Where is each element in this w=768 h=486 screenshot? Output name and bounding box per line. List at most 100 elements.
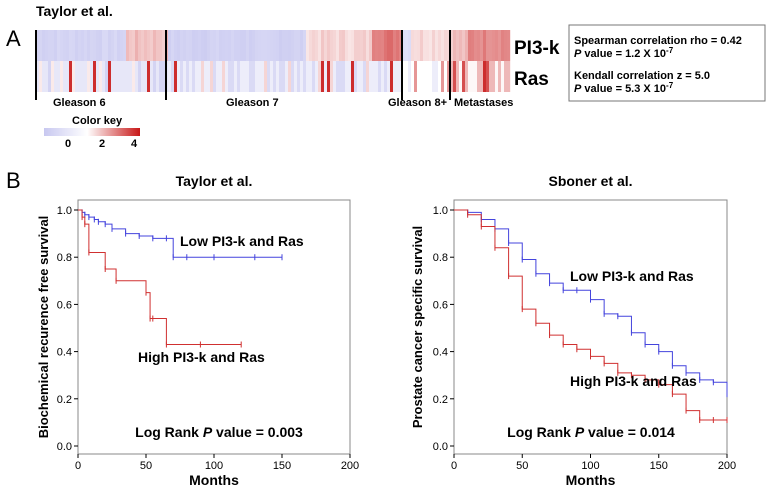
- heatmap-cell: [291, 61, 295, 92]
- heatmap-cell: [240, 61, 244, 92]
- heatmap-cell: [372, 61, 376, 92]
- heatmap-cell: [177, 30, 181, 61]
- heatmap-cell: [60, 30, 64, 61]
- heatmap-cell: [132, 61, 136, 92]
- heatmap-cell: [150, 61, 154, 92]
- heatmap-cell: [432, 61, 436, 92]
- heatmap-cell: [174, 30, 178, 61]
- heatmap-cell: [429, 30, 433, 61]
- heatmap-cell: [351, 30, 355, 61]
- heatmap-cell: [153, 61, 157, 92]
- heatmap-cell: [156, 30, 160, 61]
- heatmap-cell: [111, 30, 115, 61]
- heatmap-cell: [39, 30, 43, 61]
- heatmap-cell: [321, 30, 325, 61]
- heatmap-cell: [477, 30, 481, 61]
- heatmap-cell: [303, 30, 307, 61]
- heatmap-cell: [126, 30, 130, 61]
- spearman-p-value: P value = 1.2 X 10-7: [574, 46, 674, 60]
- heatmap-cell: [273, 30, 277, 61]
- heatmap-cell: [279, 61, 283, 92]
- heatmap-cell: [465, 30, 469, 61]
- heatmap-cell: [159, 61, 163, 92]
- heatmap-cell: [36, 61, 40, 92]
- color-key-tick-2: 2: [99, 138, 105, 150]
- heatmap-cell: [75, 61, 79, 92]
- heatmap-cell: [309, 61, 313, 92]
- heatmap-cell: [141, 61, 145, 92]
- heatmap-cell: [288, 61, 292, 92]
- heatmap-cell: [261, 30, 265, 61]
- heatmap-cell: [474, 30, 478, 61]
- heatmap-cell: [339, 30, 343, 61]
- heatmap-cell: [189, 61, 193, 92]
- heatmap-cell: [117, 30, 121, 61]
- heatmap-cell: [330, 30, 334, 61]
- heatmap-cell: [63, 30, 67, 61]
- x-tick-label: 150: [273, 460, 291, 472]
- heatmap-cell: [150, 30, 154, 61]
- kendall-label: Kendall correlation z = 5.0: [574, 70, 710, 82]
- heatmap-cell: [483, 61, 487, 92]
- heatmap-cell: [237, 30, 241, 61]
- heatmap-cell: [123, 30, 127, 61]
- heatmap-cell: [99, 61, 103, 92]
- heatmap-cell: [105, 30, 109, 61]
- heatmap-cell: [294, 61, 298, 92]
- heatmap-cell: [444, 30, 448, 61]
- color-key-title: Color key: [72, 115, 123, 127]
- heatmap-cell: [300, 61, 304, 92]
- heatmap-cell: [420, 61, 424, 92]
- heatmap-cell: [63, 61, 67, 92]
- x-tick-label: 200: [341, 460, 359, 472]
- y-tick-label: 0.4: [433, 347, 448, 359]
- heatmap-cell: [171, 30, 175, 61]
- color-key-tick-4: 4: [131, 138, 138, 150]
- heatmap-cell: [36, 30, 40, 61]
- heatmap-cell: [501, 30, 505, 61]
- heatmap-cell: [54, 30, 58, 61]
- heatmap-cell: [489, 61, 493, 92]
- heatmap-cell: [219, 30, 223, 61]
- heatmap-cell: [456, 61, 460, 92]
- heatmap-cell: [297, 30, 301, 61]
- heatmap-cell: [366, 30, 370, 61]
- heatmap-cell: [336, 30, 340, 61]
- heatmap-cell: [417, 30, 421, 61]
- y-tick-label: 0.0: [433, 441, 448, 453]
- heatmap-cell: [396, 30, 400, 61]
- heatmap-cell: [159, 30, 163, 61]
- heatmap-cell: [96, 30, 100, 61]
- y-tick-label: 0.2: [57, 394, 72, 406]
- series-label: Low PI3-k and Ras: [180, 233, 304, 249]
- heatmap-cell: [471, 61, 475, 92]
- heatmap-cell: [51, 61, 55, 92]
- x-tick-label: 0: [75, 460, 81, 472]
- heatmap-cell: [369, 30, 373, 61]
- heatmap-cell: [462, 61, 466, 92]
- heatmap-cell: [318, 61, 322, 92]
- heatmap-cell: [465, 61, 469, 92]
- heatmap-cell: [93, 30, 97, 61]
- series-label: Low PI3-k and Ras: [570, 268, 694, 284]
- x-tick-label: 0: [451, 460, 457, 472]
- heatmap-cell: [507, 61, 511, 92]
- heatmap-cell: [480, 61, 484, 92]
- heatmap-cell: [411, 30, 415, 61]
- heatmap-cell: [342, 61, 346, 92]
- heatmap-cell: [105, 61, 109, 92]
- heatmap-cell: [453, 61, 457, 92]
- heatmap-cell: [117, 61, 121, 92]
- heatmap-cell: [504, 61, 508, 92]
- heatmap-cell: [66, 30, 70, 61]
- heatmap-cell: [81, 61, 85, 92]
- heatmap-cell: [216, 61, 220, 92]
- heatmap-cell: [114, 30, 118, 61]
- y-axis-label: Biochemical recurence free survival: [36, 216, 51, 439]
- heatmap-cell: [327, 61, 331, 92]
- x-tick-label: 100: [581, 460, 599, 472]
- heatmap-cell: [129, 61, 133, 92]
- heatmap-cell: [162, 30, 166, 61]
- heatmap-cell: [348, 61, 352, 92]
